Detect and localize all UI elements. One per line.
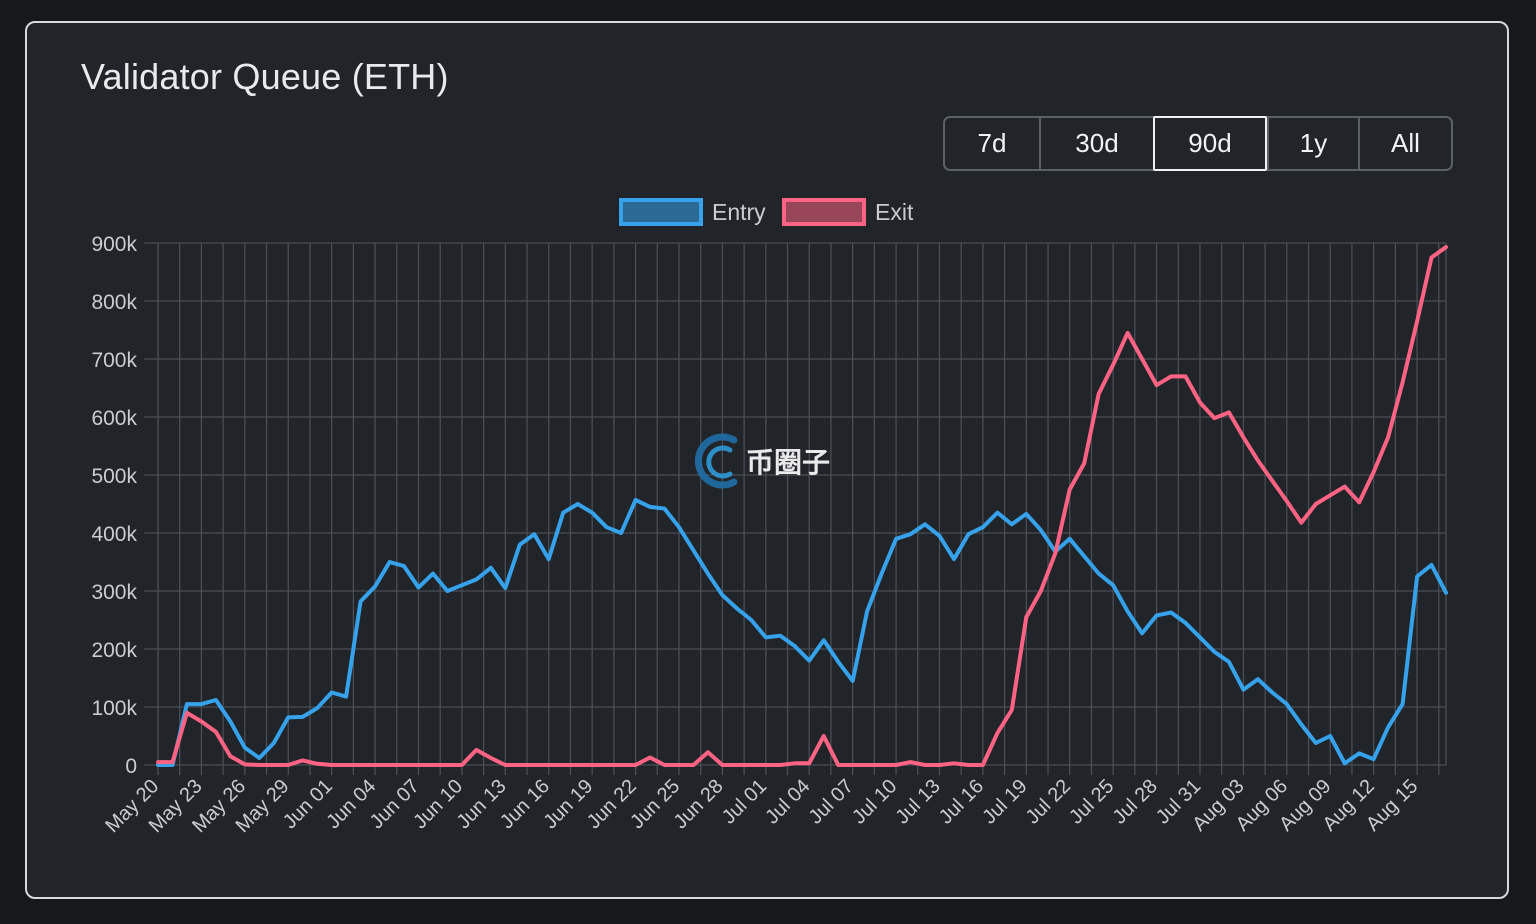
chart-axes: 0100k200k300k400k500k600k700k800k900kMay…	[91, 233, 1422, 837]
x-tick-label: Jul 13	[891, 775, 944, 828]
x-tick-label: Jul 19	[978, 775, 1031, 828]
chart-title: Validator Queue (ETH)	[81, 56, 449, 97]
x-tick-label: Jul 25	[1065, 775, 1118, 828]
y-tick-label: 200k	[91, 639, 137, 662]
legend-swatch-entry	[619, 198, 703, 226]
series-line-entry	[156, 497, 1448, 767]
time-range-selector: 7d 30d 90d 1y All	[943, 116, 1453, 171]
y-tick-label: 800k	[91, 291, 137, 314]
chart-legend: Entry Exit	[619, 198, 914, 226]
x-tick-label: Jul 28	[1109, 775, 1162, 828]
watermark: 币圈子	[690, 432, 830, 490]
y-tick-label: 900k	[91, 233, 137, 256]
x-tick-label: Jul 16	[935, 775, 988, 828]
y-tick-label: 700k	[91, 349, 137, 372]
y-tick-label: 500k	[91, 465, 137, 488]
series-line-exit	[156, 245, 1448, 767]
range-7d-button[interactable]: 7d	[977, 128, 1007, 158]
x-tick-label: Jul 10	[848, 775, 901, 828]
x-tick-label: Jun 28	[670, 775, 728, 833]
x-tick-label: Jul 07	[805, 775, 858, 828]
watermark-text: 币圈子	[746, 446, 831, 479]
y-tick-label: 0	[125, 755, 137, 778]
legend-swatch-exit	[782, 198, 866, 226]
y-tick-label: 400k	[91, 523, 137, 546]
legend-label-exit: Exit	[875, 199, 914, 225]
range-1y-button[interactable]: 1y	[1267, 118, 1358, 169]
range-30d-button[interactable]: 30d	[1039, 118, 1153, 169]
legend-label-entry: Entry	[712, 199, 766, 225]
y-tick-label: 100k	[91, 697, 137, 720]
chart-grid	[144, 242, 1447, 775]
range-all-button[interactable]: All	[1358, 118, 1451, 169]
chart-series	[156, 245, 1448, 767]
x-tick-label: Jul 04	[761, 775, 814, 828]
range-90d-button[interactable]: 90d	[1153, 116, 1267, 171]
watermark-logo-icon	[694, 433, 738, 489]
chart-card	[25, 21, 1509, 899]
x-tick-label: Jul 01	[718, 775, 771, 828]
y-tick-label: 300k	[91, 581, 137, 604]
y-tick-label: 600k	[91, 407, 137, 430]
x-tick-label: Jul 22	[1022, 775, 1075, 828]
